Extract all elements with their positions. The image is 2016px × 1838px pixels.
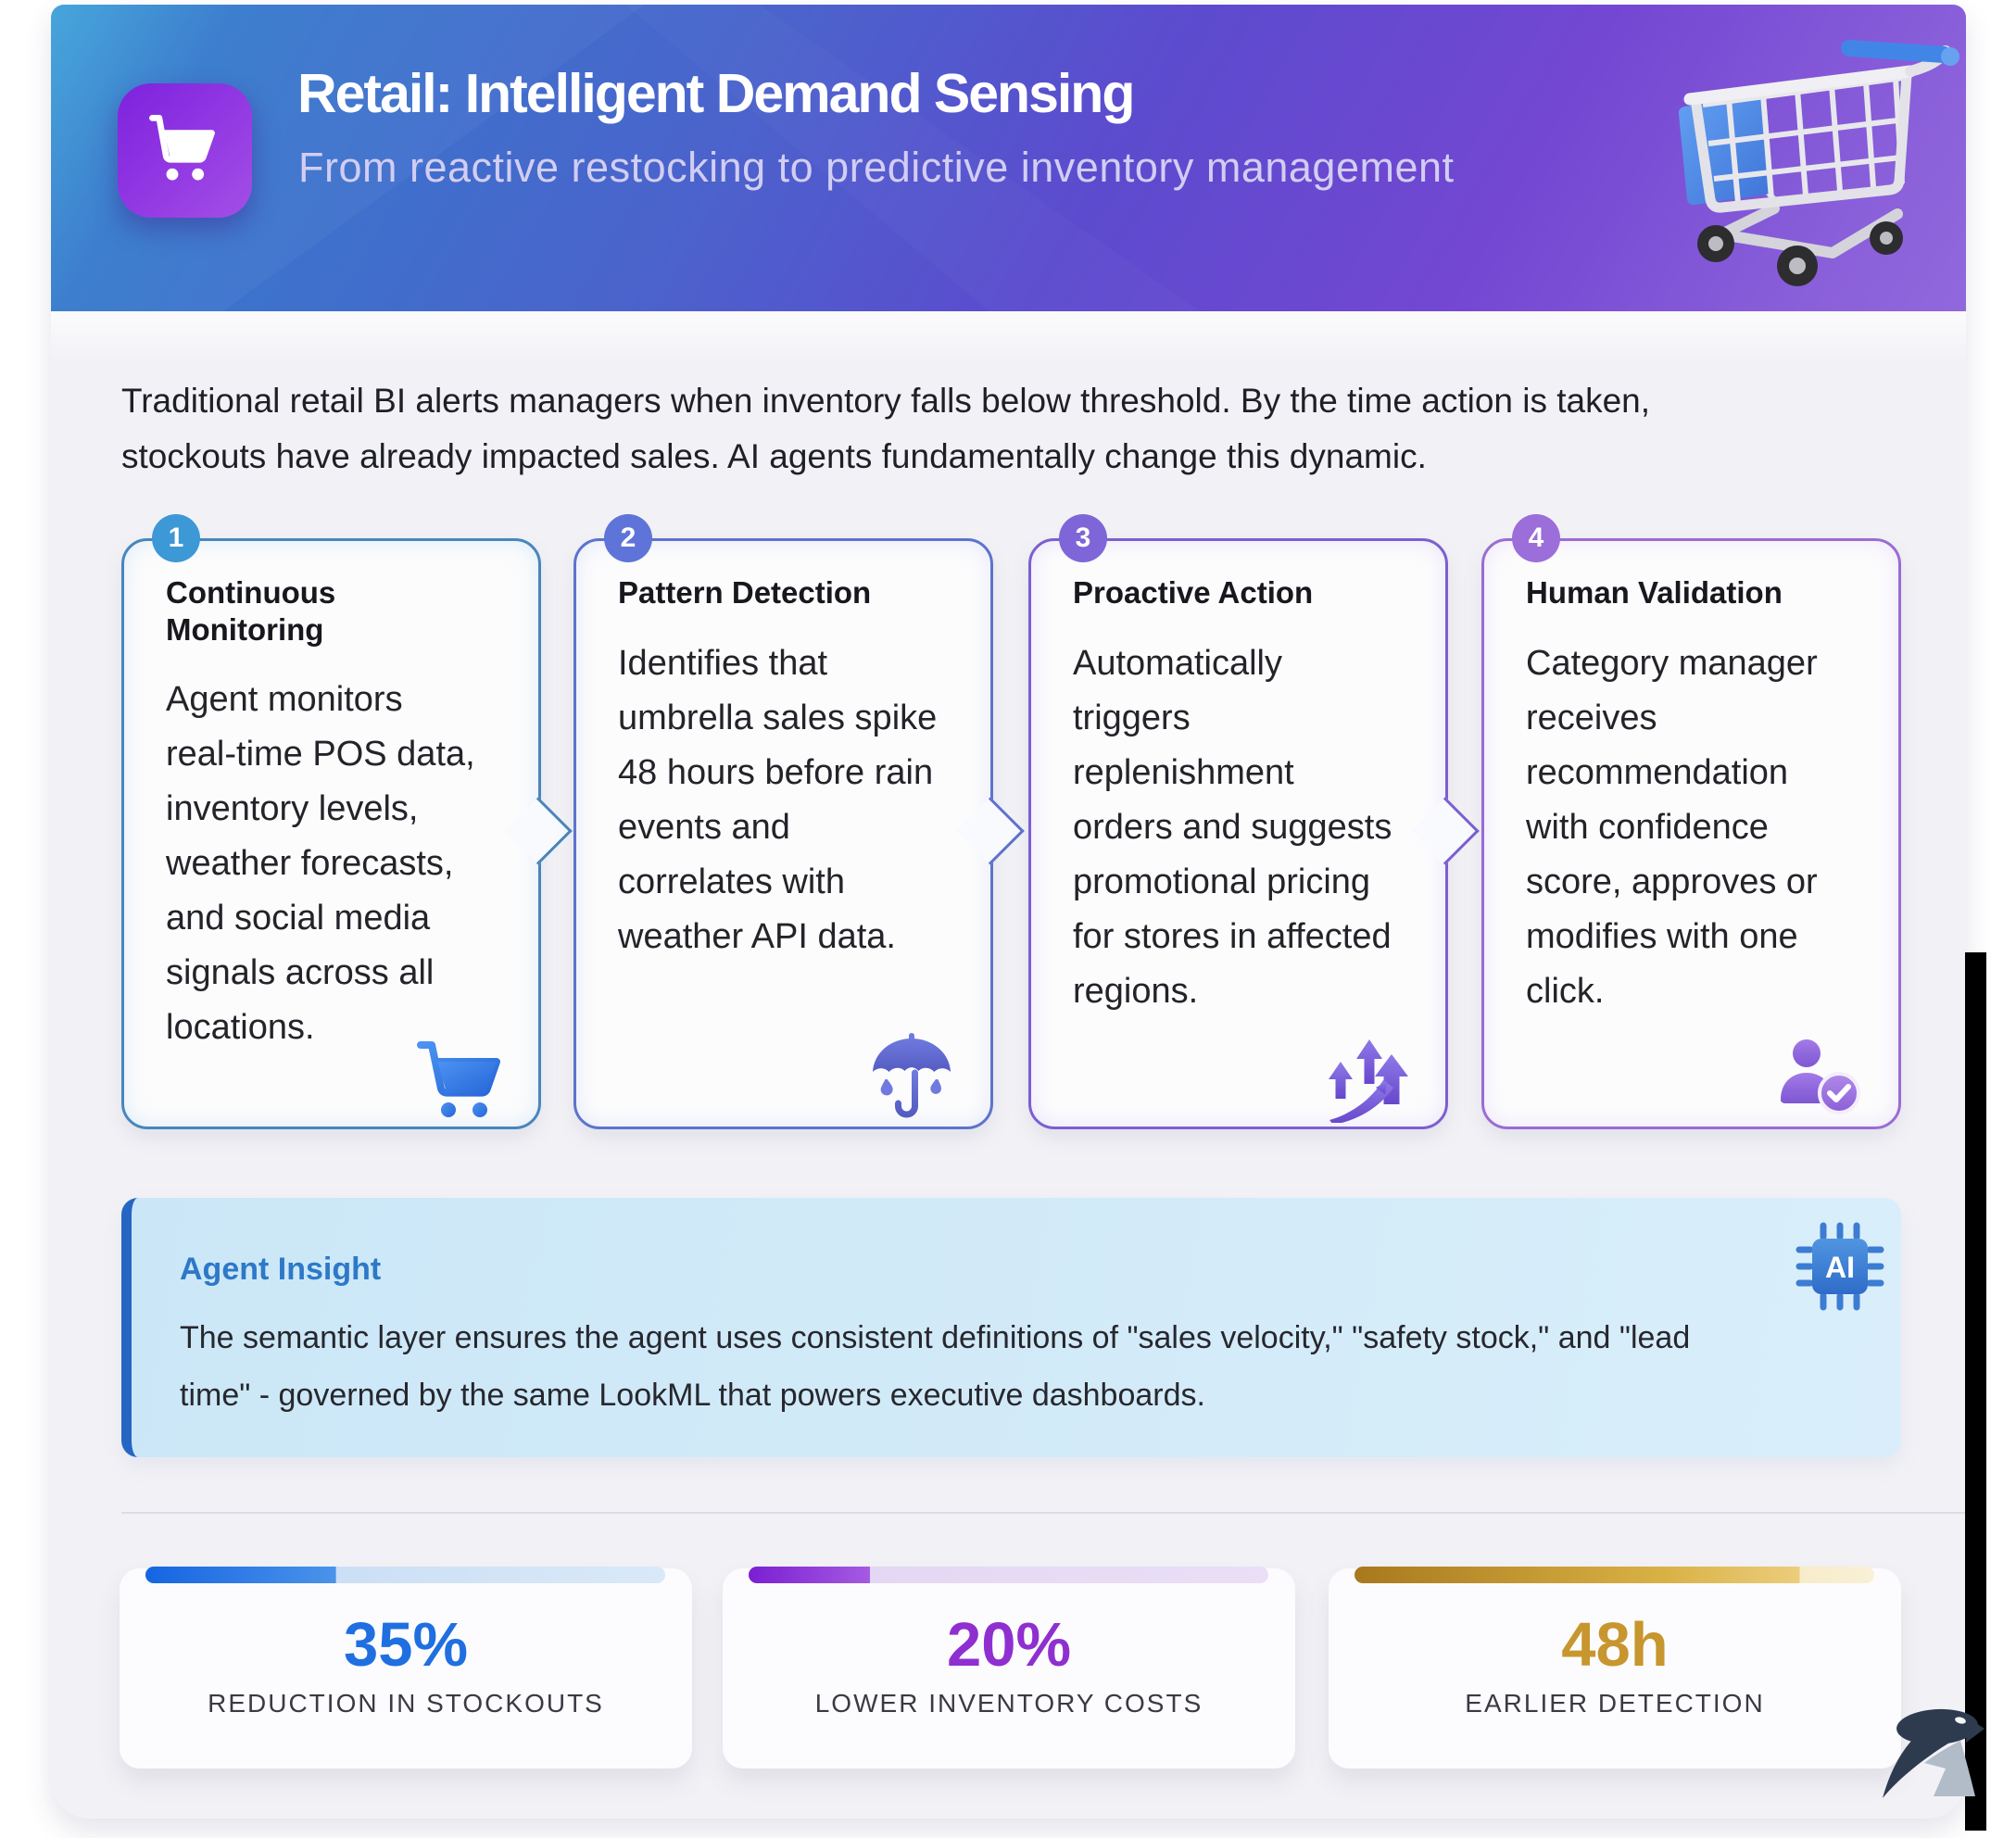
svg-text:AI: AI [1825, 1251, 1855, 1284]
